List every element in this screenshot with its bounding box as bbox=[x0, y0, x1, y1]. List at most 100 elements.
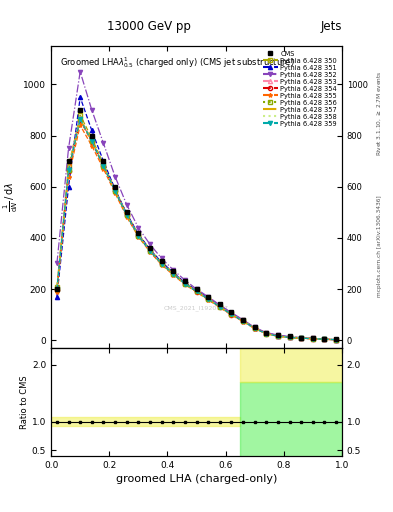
Pythia 6.428 353 bbox=[182, 281, 187, 287]
Pythia 6.428 356 bbox=[264, 330, 269, 336]
Pythia 6.428 357 bbox=[252, 326, 257, 332]
Pythia 6.428 351 bbox=[66, 184, 71, 190]
Pythia 6.428 354 bbox=[310, 335, 315, 342]
Pythia 6.428 354 bbox=[90, 139, 94, 145]
Pythia 6.428 358 bbox=[101, 163, 106, 169]
Pythia 6.428 355 bbox=[275, 333, 280, 339]
Line: Pythia 6.428 356: Pythia 6.428 356 bbox=[55, 117, 338, 342]
Line: Pythia 6.428 351: Pythia 6.428 351 bbox=[55, 95, 338, 342]
Pythia 6.428 356 bbox=[55, 286, 59, 292]
Pythia 6.428 355 bbox=[241, 318, 245, 325]
Pythia 6.428 350 bbox=[124, 210, 129, 217]
Pythia 6.428 358 bbox=[206, 296, 211, 302]
Pythia 6.428 356 bbox=[159, 261, 164, 267]
Pythia 6.428 350 bbox=[310, 335, 315, 342]
Pythia 6.428 357 bbox=[217, 304, 222, 310]
Pythia 6.428 355 bbox=[171, 272, 176, 278]
Pythia 6.428 350 bbox=[78, 112, 83, 118]
Pythia 6.428 359 bbox=[113, 188, 118, 194]
Pythia 6.428 357 bbox=[148, 248, 152, 254]
Pythia 6.428 354 bbox=[194, 289, 199, 295]
Pythia 6.428 358 bbox=[124, 212, 129, 218]
Pythia 6.428 354 bbox=[148, 248, 152, 254]
CMS bbox=[275, 332, 280, 338]
CMS bbox=[124, 209, 129, 216]
Pythia 6.428 354 bbox=[241, 318, 245, 324]
Pythia 6.428 358 bbox=[148, 248, 152, 254]
Pythia 6.428 358 bbox=[113, 188, 118, 194]
Pythia 6.428 356 bbox=[287, 334, 292, 340]
Pythia 6.428 352 bbox=[299, 334, 303, 340]
CMS bbox=[148, 245, 152, 251]
Line: Pythia 6.428 355: Pythia 6.428 355 bbox=[55, 123, 338, 342]
Pythia 6.428 359 bbox=[299, 335, 303, 341]
Pythia 6.428 355 bbox=[334, 336, 338, 343]
Pythia 6.428 353 bbox=[287, 334, 292, 340]
Pythia 6.428 352 bbox=[322, 336, 327, 342]
Pythia 6.428 354 bbox=[113, 188, 118, 195]
Pythia 6.428 352 bbox=[182, 277, 187, 283]
Pythia 6.428 357 bbox=[275, 333, 280, 339]
Pythia 6.428 356 bbox=[229, 311, 234, 317]
Pythia 6.428 357 bbox=[66, 167, 71, 173]
Pythia 6.428 353 bbox=[101, 162, 106, 168]
Pythia 6.428 353 bbox=[252, 325, 257, 331]
Pythia 6.428 351 bbox=[171, 269, 176, 275]
Pythia 6.428 357 bbox=[78, 116, 83, 122]
Pythia 6.428 354 bbox=[275, 333, 280, 339]
Pythia 6.428 350 bbox=[287, 334, 292, 340]
Pythia 6.428 356 bbox=[310, 335, 315, 342]
Pythia 6.428 351 bbox=[275, 332, 280, 338]
Pythia 6.428 353 bbox=[275, 333, 280, 339]
CMS bbox=[90, 133, 94, 139]
Pythia 6.428 351 bbox=[310, 335, 315, 342]
Pythia 6.428 352 bbox=[159, 255, 164, 262]
Pythia 6.428 359 bbox=[322, 336, 327, 342]
Pythia 6.428 353 bbox=[159, 261, 164, 267]
Pythia 6.428 355 bbox=[310, 336, 315, 342]
Pythia 6.428 356 bbox=[322, 336, 327, 342]
Pythia 6.428 357 bbox=[299, 335, 303, 341]
Pythia 6.428 358 bbox=[252, 326, 257, 332]
Text: CMS_2021_I1920187: CMS_2021_I1920187 bbox=[164, 306, 229, 311]
Pythia 6.428 354 bbox=[55, 287, 59, 293]
Pythia 6.428 359 bbox=[194, 288, 199, 294]
CMS bbox=[101, 158, 106, 164]
Pythia 6.428 356 bbox=[171, 271, 176, 277]
Pythia 6.428 351 bbox=[299, 335, 303, 341]
Pythia 6.428 359 bbox=[90, 138, 94, 144]
Pythia 6.428 350 bbox=[55, 284, 59, 290]
Pythia 6.428 350 bbox=[159, 259, 164, 265]
Pythia 6.428 358 bbox=[90, 138, 94, 144]
Legend: CMS, Pythia 6.428 350, Pythia 6.428 351, Pythia 6.428 352, Pythia 6.428 353, Pyt: CMS, Pythia 6.428 350, Pythia 6.428 351,… bbox=[262, 50, 339, 128]
Pythia 6.428 351 bbox=[101, 158, 106, 164]
Pythia 6.428 350 bbox=[182, 280, 187, 286]
Pythia 6.428 355 bbox=[229, 312, 234, 318]
X-axis label: groomed LHA (charged-only): groomed LHA (charged-only) bbox=[116, 474, 277, 484]
Pythia 6.428 359 bbox=[66, 167, 71, 173]
Pythia 6.428 357 bbox=[124, 212, 129, 218]
Pythia 6.428 352 bbox=[136, 225, 141, 231]
Pythia 6.428 351 bbox=[287, 334, 292, 340]
Pythia 6.428 359 bbox=[159, 261, 164, 267]
Line: Pythia 6.428 359: Pythia 6.428 359 bbox=[55, 117, 338, 342]
Pythia 6.428 359 bbox=[148, 248, 152, 254]
Line: Pythia 6.428 357: Pythia 6.428 357 bbox=[57, 119, 336, 339]
Pythia 6.428 351 bbox=[90, 127, 94, 134]
CMS bbox=[241, 317, 245, 323]
Pythia 6.428 359 bbox=[101, 163, 106, 169]
Pythia 6.428 354 bbox=[334, 336, 338, 343]
Pythia 6.428 352 bbox=[78, 69, 83, 75]
CMS bbox=[264, 330, 269, 336]
Pythia 6.428 351 bbox=[194, 287, 199, 293]
Pythia 6.428 352 bbox=[287, 333, 292, 339]
Pythia 6.428 358 bbox=[136, 232, 141, 239]
Pythia 6.428 355 bbox=[159, 262, 164, 268]
Pythia 6.428 351 bbox=[148, 246, 152, 252]
Pythia 6.428 359 bbox=[78, 116, 83, 122]
Pythia 6.428 351 bbox=[78, 94, 83, 100]
Pythia 6.428 350 bbox=[194, 287, 199, 293]
CMS bbox=[113, 184, 118, 190]
Pythia 6.428 351 bbox=[136, 231, 141, 237]
Pythia 6.428 350 bbox=[101, 161, 106, 167]
